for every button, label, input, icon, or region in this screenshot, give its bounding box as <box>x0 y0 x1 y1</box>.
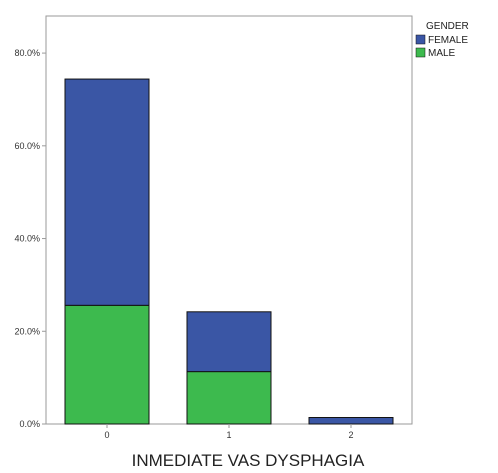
legend: GENDER FEMALE MALE <box>415 21 469 59</box>
x-tick-label: 2 <box>348 430 353 440</box>
legend-label-female: FEMALE <box>428 35 468 46</box>
legend-swatch-female <box>415 34 426 45</box>
x-axis-title: INMEDIATE VAS DYSPHAGIA <box>132 451 365 470</box>
x-tick-label: 0 <box>104 430 109 440</box>
y-tick-label: 60.0% <box>14 141 40 151</box>
y-tick-label: 20.0% <box>14 326 40 336</box>
x-tick-label: 1 <box>226 430 231 440</box>
y-tick-label: 80.0% <box>14 48 40 58</box>
bar-female-2 <box>308 417 394 425</box>
bars <box>64 78 394 425</box>
bar-female-0 <box>64 78 150 306</box>
bar-male-0 <box>64 304 150 425</box>
bar-male-1 <box>186 371 272 425</box>
y-tick-label: 0.0% <box>19 419 40 429</box>
legend-swatch-male <box>415 47 426 58</box>
x-axis: 0 1 2 <box>104 424 354 440</box>
bar-female-1 <box>186 311 272 373</box>
legend-title: GENDER <box>426 21 469 32</box>
y-tick-label: 40.0% <box>14 234 40 244</box>
y-axis: 0.0% 20.0% 40.0% 60.0% 80.0% <box>14 48 46 429</box>
legend-label-male: MALE <box>428 48 456 59</box>
